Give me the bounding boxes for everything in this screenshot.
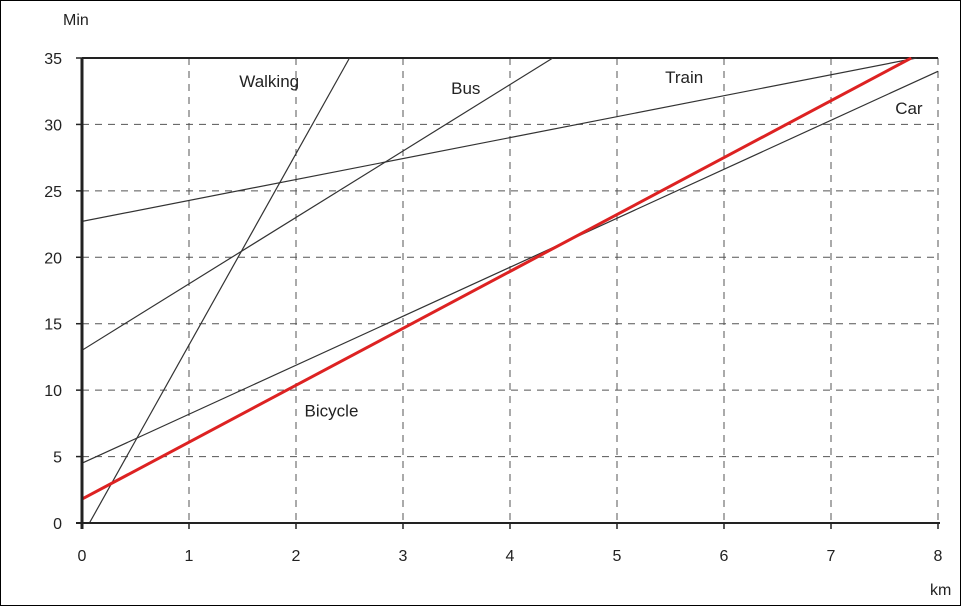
x-tick-label: 6: [720, 548, 729, 565]
series-label-bicycle: Bicycle: [305, 402, 359, 421]
x-tick-label: 4: [506, 548, 515, 565]
y-tick-labels: 0 5 10 15 20 25 30 35: [44, 51, 82, 533]
series-label-bus: Bus: [451, 79, 480, 98]
x-tick-label: 1: [185, 548, 194, 565]
y-axis-title: Min: [63, 12, 89, 29]
series-line-walking: [88, 57, 351, 523]
grid: [82, 57, 939, 523]
y-tick-label: 5: [53, 450, 62, 467]
x-tick-label: 8: [934, 548, 943, 565]
x-tick-label: 0: [78, 548, 87, 565]
x-axis-title: km: [930, 582, 951, 599]
x-tick-label: 7: [827, 548, 836, 565]
series-label-car: Car: [895, 99, 923, 118]
series-labels: Walking Bus Train Car Bicycle: [239, 68, 923, 420]
y-tick-label: 0: [53, 516, 62, 533]
series-line-bicycle: [82, 57, 912, 501]
series-line-bus: [82, 57, 554, 351]
x-tick-label: 3: [399, 548, 408, 565]
x-tick-label: 2: [292, 548, 301, 565]
series-label-walking: Walking: [239, 72, 299, 91]
y-tick-label: 30: [44, 117, 62, 134]
series-line-train: [82, 57, 917, 223]
x-tick-label: 5: [613, 548, 622, 565]
series-label-train: Train: [665, 68, 703, 87]
axes: [76, 58, 940, 529]
series-lines: [82, 57, 938, 523]
x-tick-labels: 0 1 2 3 4 5 6 7 8: [78, 523, 943, 565]
y-tick-label: 25: [44, 184, 62, 201]
y-tick-label: 20: [44, 250, 62, 267]
y-tick-label: 10: [44, 383, 62, 400]
series-line-car: [82, 70, 938, 464]
y-tick-label: 15: [44, 317, 62, 334]
y-tick-label: 35: [44, 51, 62, 68]
